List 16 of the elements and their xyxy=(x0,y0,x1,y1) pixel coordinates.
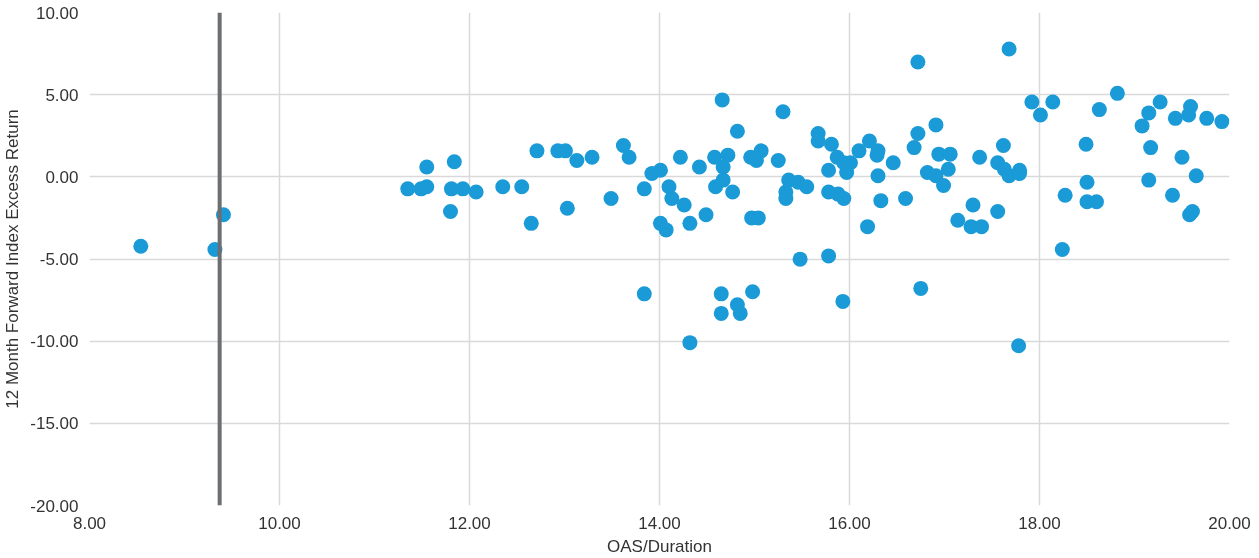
x-tick-label: 20.00 xyxy=(1208,513,1251,533)
y-tick-label: -15.00 xyxy=(30,414,79,434)
x-tick-label: 16.00 xyxy=(828,513,871,533)
x-axis-title: OAS/Duration xyxy=(607,536,712,556)
y-tick-label: -20.00 xyxy=(30,496,79,516)
x-tick-label: 8.00 xyxy=(72,513,107,533)
x-tick-label: 12.00 xyxy=(448,513,491,533)
y-axis-title: 12 Month Forward Index Excess Return xyxy=(3,109,23,409)
x-tick-label: 14.00 xyxy=(638,513,681,533)
y-tick-label: 10.00 xyxy=(35,3,79,23)
y-tick-label: 5.00 xyxy=(45,85,79,105)
y-tick-label: -5.00 xyxy=(39,250,79,269)
y-tick-label: 0.00 xyxy=(45,167,79,187)
x-tick-label: 10.00 xyxy=(258,513,301,533)
x-tick-label: 18.00 xyxy=(1018,513,1061,533)
y-tick-label: -10.00 xyxy=(30,332,79,352)
